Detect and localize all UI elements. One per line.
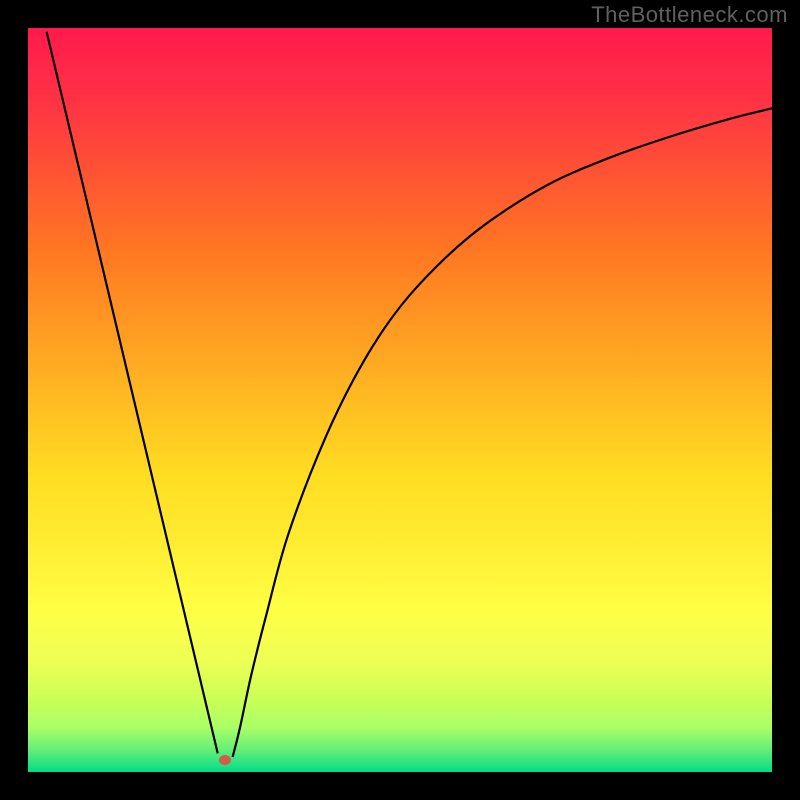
bottleneck-chart — [0, 0, 800, 800]
optimal-point-marker — [219, 755, 231, 765]
watermark-text: TheBottleneck.com — [591, 2, 788, 28]
